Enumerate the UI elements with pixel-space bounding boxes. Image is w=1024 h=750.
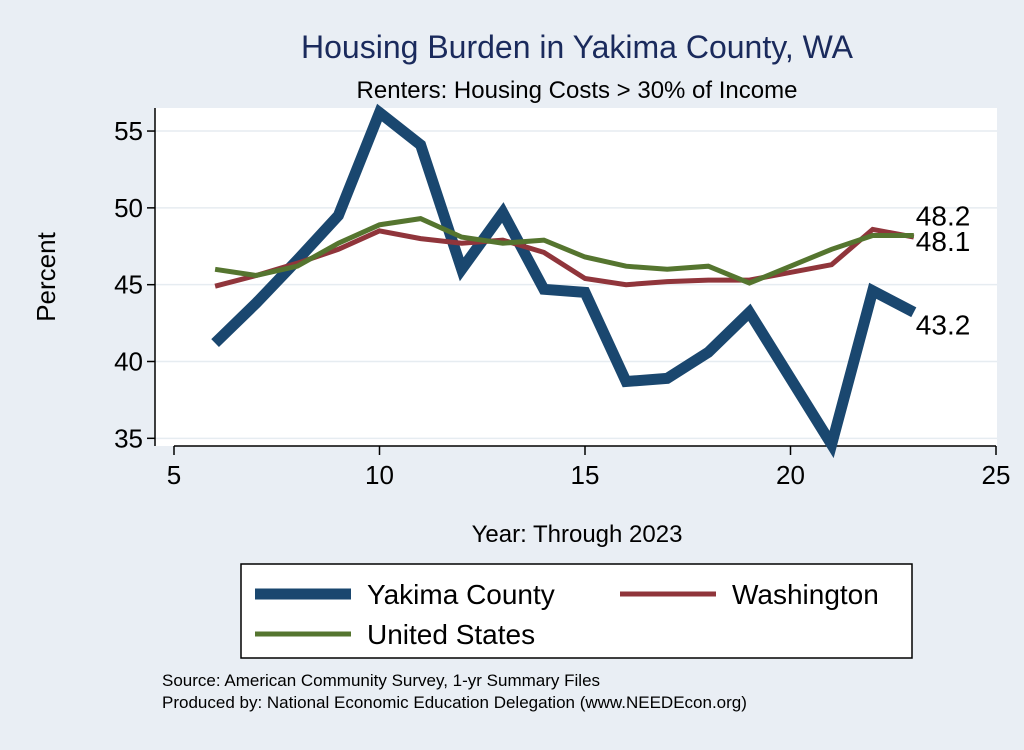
series-lines <box>211 103 917 459</box>
series-line-united-states <box>214 216 914 286</box>
legend-label: Washington <box>732 579 879 610</box>
y-tick-label: 55 <box>114 116 143 146</box>
y-axis-label: Percent <box>31 231 61 321</box>
plot-area <box>155 108 997 446</box>
legend-entry: Yakima County <box>255 579 555 610</box>
x-tick-label: 20 <box>776 460 805 490</box>
legend-entries: Yakima County Washington United States <box>255 579 879 650</box>
x-tick-label: 15 <box>571 460 600 490</box>
end-label: 48.1 <box>916 226 971 257</box>
y-tick-label: 35 <box>114 423 143 453</box>
legend-entry: United States <box>255 619 535 650</box>
end-label: 48.2 <box>916 201 971 232</box>
legend: Yakima County Washington United States <box>240 563 913 659</box>
end-label: 43.2 <box>916 309 971 340</box>
chart-title: Housing Burden in Yakima County, WA <box>301 29 854 65</box>
legend-label: United States <box>367 619 535 650</box>
y-tick-label: 40 <box>114 347 143 377</box>
chart-subtitle: Renters: Housing Costs > 30% of Income <box>357 77 798 104</box>
grid-lines <box>155 130 997 440</box>
x-tick-label: 10 <box>365 460 394 490</box>
x-tick-label: 5 <box>167 460 181 490</box>
producer-note: Produced by: National Economic Education… <box>162 693 747 712</box>
y-tick-label: 50 <box>114 193 143 223</box>
x-tick-label: 25 <box>982 460 1011 490</box>
source-note: Source: American Community Survey, 1-yr … <box>162 671 600 690</box>
x-axis-label: Year: Through 2023 <box>472 521 683 548</box>
y-tick-label: 45 <box>114 270 143 300</box>
series-line-yakima-county <box>211 103 917 459</box>
legend-label: Yakima County <box>367 579 555 610</box>
series-line-washington <box>214 226 915 289</box>
end-labels: 43.2 48.148.2 <box>916 201 971 341</box>
legend-box <box>240 563 913 659</box>
legend-entry: Washington <box>620 579 879 610</box>
